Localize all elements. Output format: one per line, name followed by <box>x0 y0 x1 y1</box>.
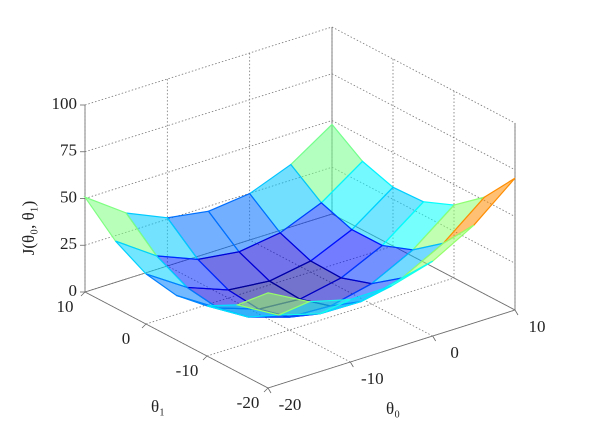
tick-mark <box>80 291 86 297</box>
grid-line <box>84 26 516 124</box>
tick-mark <box>432 335 437 342</box>
tick-mark <box>267 387 272 394</box>
tick-mark <box>141 323 147 329</box>
tick-mark <box>202 355 208 361</box>
z-tick-label: 25 <box>60 234 77 253</box>
y-tick-label: 10 <box>57 297 74 316</box>
x-tick-label: -10 <box>361 369 384 388</box>
grid-line <box>206 91 455 357</box>
z-axis-label: J(θ₀, θ₁) <box>19 201 38 256</box>
x-tick-label: 0 <box>450 343 459 362</box>
z-tick-label: 100 <box>52 94 78 113</box>
y-axis-label: θ₁ <box>151 397 165 416</box>
x-tick-label: -20 <box>279 395 302 414</box>
z-tick-label: 75 <box>60 141 77 160</box>
y-tick-label: 0 <box>122 329 131 348</box>
x-tick-label: 10 <box>529 317 546 336</box>
z-tick-label: 0 <box>69 281 78 300</box>
z-tick-label: 50 <box>60 187 77 206</box>
grid-line <box>267 123 516 389</box>
y-tick-label: -10 <box>176 361 199 380</box>
tick-mark <box>349 361 354 368</box>
tick-mark <box>514 309 519 316</box>
x-axis-label: θ₀ <box>386 399 400 418</box>
y-tick-label: -20 <box>237 393 260 412</box>
tick-mark <box>263 387 269 393</box>
grid-line <box>84 120 516 217</box>
surface-cell <box>235 292 312 316</box>
